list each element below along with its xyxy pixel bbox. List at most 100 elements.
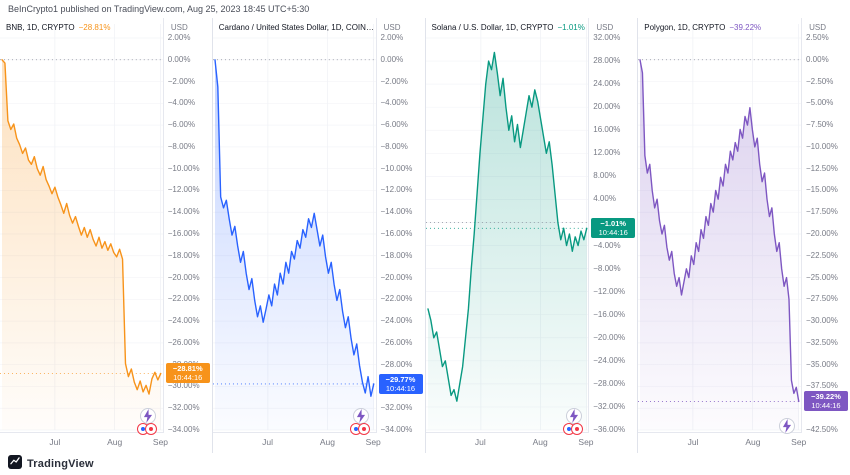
badge-time: 10:44:16 (598, 228, 628, 238)
price-scale[interactable]: 2.50% 0.00% −2.50% −5.00% −7.50% −10.00% −12.5… (801, 18, 850, 434)
currency-label: USD (809, 23, 826, 32)
y-axis-label: −2.00% (167, 76, 196, 86)
y-axis-label: 16.00% (593, 125, 621, 135)
event-reaction-icons[interactable] (562, 423, 583, 435)
y-axis-label: 0.00% (167, 54, 191, 64)
y-axis-label: 2.00% (167, 33, 191, 42)
change-percent: −28.81% (78, 23, 111, 32)
tradingview-logo-icon[interactable] (8, 454, 22, 474)
event-lightning-icon[interactable] (565, 408, 582, 424)
symbol-title[interactable]: BNB, 1D, CRYPTO (6, 23, 75, 32)
footer-bar: TradingView (0, 453, 850, 475)
y-axis-label: −18.00% (167, 250, 200, 260)
symbol-title[interactable]: Polygon, 1D, CRYPTO (644, 23, 726, 32)
y-axis-label: −6.00% (380, 120, 408, 130)
plot-area[interactable] (0, 18, 164, 435)
y-axis-label: −8.00% (380, 141, 408, 151)
y-axis-label: −17.50% (806, 207, 838, 217)
price-chart[interactable] (425, 18, 590, 433)
time-axis-label: Aug (745, 437, 761, 447)
y-axis-label: −5.00% (806, 98, 834, 108)
y-axis-label: −32.50% (806, 337, 838, 347)
time-axis-label: Jul (474, 437, 486, 447)
y-axis-label: −20.00% (593, 332, 626, 342)
y-axis-label: −32.00% (593, 401, 626, 411)
symbol-title[interactable]: Solana / U.S. Dollar, 1D, CRYPTO (431, 23, 554, 32)
y-axis-label: 2.00% (380, 33, 404, 42)
price-scale[interactable]: 2.00% 0.00% −2.00% −4.00% −6.00% −8.00% −10.00… (375, 18, 425, 434)
y-axis-label: −42.50% (806, 425, 838, 434)
y-axis-label: 8.00% (593, 171, 616, 181)
reaction-circle-icon[interactable] (358, 423, 371, 435)
time-axis-label: Aug (107, 437, 123, 447)
time-axis-label: Aug (319, 437, 335, 447)
badge-time: 10:44:16 (385, 383, 416, 393)
y-axis-label: −34.00% (167, 425, 200, 434)
y-axis-label: −10.00% (380, 163, 413, 173)
publish-info: BeInCrypto1 published on TradingView.com… (8, 4, 310, 14)
time-axis-label: Sep (578, 437, 594, 447)
y-axis-label: 2.50% (806, 33, 829, 42)
chart-panel: Cardano / United States Dollar, 1D, COIN… (211, 18, 425, 453)
y-axis-label: −34.00% (380, 425, 413, 434)
badge-value: −1.01% (600, 219, 627, 229)
y-axis-label: −12.00% (380, 185, 413, 195)
chart-panel: BNB, 1D, CRYPTO −28.81% USD 2.00% 0.00% −2.00… (0, 18, 212, 453)
y-axis-label: −22.00% (167, 294, 200, 304)
change-percent: −1.01% (557, 23, 585, 32)
y-axis-label: −24.00% (380, 316, 413, 326)
time-axis[interactable]: Jul Aug Sep (638, 432, 806, 453)
event-lightning-icon[interactable] (778, 418, 795, 434)
time-axis[interactable]: Jul Aug Sep (425, 432, 594, 453)
time-axis-label: Jul (687, 437, 699, 447)
time-axis-label: Sep (365, 437, 381, 447)
reaction-circle-icon[interactable] (145, 423, 158, 435)
badge-value: −39.22% (811, 392, 841, 402)
y-axis-label: −14.00% (380, 207, 413, 217)
y-axis-label: 32.00% (593, 33, 621, 42)
y-axis-label: −12.00% (593, 286, 626, 296)
badge-time: 10:44:16 (173, 373, 203, 383)
y-axis-label: −36.00% (593, 425, 626, 434)
y-axis-label: −32.00% (380, 403, 413, 413)
y-axis-label: −37.50% (806, 381, 838, 391)
time-axis[interactable]: Jul Aug Sep (0, 432, 168, 453)
time-axis[interactable]: Jul Aug Sep (212, 432, 381, 453)
tradingview-wordmark[interactable]: TradingView (27, 458, 94, 470)
y-axis-label: −20.00% (806, 229, 838, 238)
y-axis-label: −32.00% (167, 403, 200, 413)
price-chart[interactable] (212, 18, 377, 433)
y-axis-label: 20.00% (593, 102, 621, 112)
y-axis-label: −10.00% (806, 141, 838, 151)
reaction-circle-icon[interactable] (570, 423, 583, 435)
y-axis-label: −24.00% (167, 316, 200, 326)
price-chart[interactable] (638, 18, 802, 433)
y-axis-label: −30.00% (167, 381, 200, 391)
y-axis-label: −4.00% (167, 98, 196, 108)
y-axis-label: −16.00% (167, 229, 200, 238)
y-axis-label: −26.00% (167, 337, 200, 347)
price-chart[interactable] (0, 18, 164, 433)
event-reaction-icons[interactable] (350, 423, 371, 435)
badge-value: −28.81% (172, 364, 203, 374)
price-scale[interactable]: 2.00% 0.00% −2.00% −4.00% −6.00% −8.00% −10.00… (162, 18, 212, 434)
plot-area[interactable] (638, 18, 802, 434)
price-scale[interactable]: 32.00% 28.00% 24.00% 20.00% 16.00% 12.00% 8.00… (588, 18, 637, 434)
symbol-title[interactable]: Cardano / United States Dollar, 1D, COIN… (218, 23, 376, 32)
time-axis-label: Jul (262, 437, 274, 447)
y-axis-label: −16.00% (593, 309, 626, 319)
plot-area[interactable] (212, 18, 377, 435)
panel-header: Polygon, 1D, CRYPTO −39.22% USD (644, 23, 826, 32)
charts-grid: BNB, 1D, CRYPTO −28.81% USD 2.00% 0.00% −2.00… (0, 18, 850, 453)
y-axis-label: 12.00% (593, 148, 621, 158)
plot-area[interactable] (425, 18, 590, 435)
y-axis-label: −22.50% (806, 250, 838, 260)
event-lightning-icon[interactable] (353, 408, 370, 424)
event-reaction-icons[interactable] (137, 423, 158, 435)
price-badge: −39.22% 10:44:16 (804, 391, 848, 412)
event-lightning-icon[interactable] (140, 408, 157, 424)
y-axis-label: −30.00% (806, 316, 838, 326)
y-axis-label: −22.00% (380, 294, 413, 304)
badge-value: −29.77% (385, 374, 416, 384)
